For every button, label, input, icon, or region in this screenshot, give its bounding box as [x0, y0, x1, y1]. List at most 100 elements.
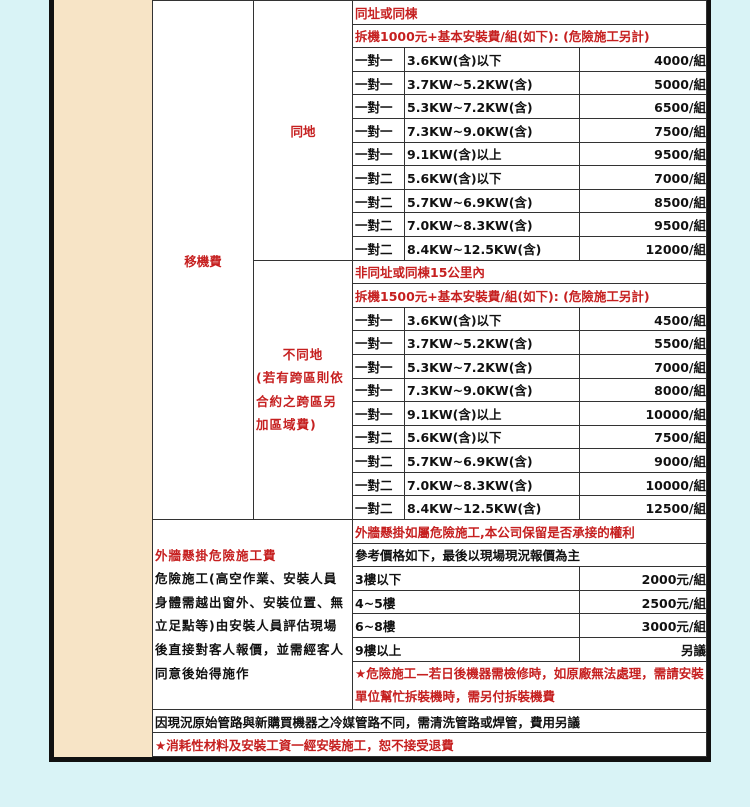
price: 9000/組: [579, 448, 707, 473]
table-row: 一對二 5.6KW(含)以下 7000/組: [153, 165, 707, 190]
wall-title: 外牆懸掛危險施工費: [155, 547, 277, 563]
diff-subheader: 拆機1500元+基本安裝費/組(如下): (危險施工另計): [352, 283, 707, 308]
floor: 3樓以下: [352, 566, 580, 591]
table-row: 一對二 8.4KW~12.5KW(含) 12000/組: [153, 235, 707, 261]
table-row: 一對二 7.0KW~8.3KW(含) 10000/組: [153, 471, 707, 497]
unit-type: 一對二: [352, 212, 405, 237]
refund-note: ★消耗性材料及安裝工資一經安裝施工，恕不接受退費: [152, 732, 707, 757]
diff-location-label: 不同地 (若有跨區則依合約之跨區另加區域費): [253, 259, 353, 521]
pipe-note: 因現況原始管路與新購買機器之冷媒管路不同，需清洗管路或焊管，費用另議: [152, 708, 707, 734]
price: 4500/組: [579, 306, 707, 332]
capacity: 9.1KW(含)以上: [404, 401, 580, 426]
table-row: 一對一 3.6KW(含)以下 4500/組: [153, 306, 707, 332]
unit-type: 一對一: [352, 377, 405, 403]
price: 7000/組: [579, 165, 707, 190]
wall-description: 外牆懸掛危險施工費危險施工(高空作業、安裝人員身體需越出窗外、安裝位置、無立足點…: [152, 519, 353, 710]
side-column: [54, 0, 152, 757]
unit-type: 一對二: [352, 424, 405, 450]
floor: 4~5樓: [352, 589, 580, 615]
wall-subheader: 參考價格如下，最後以現場現況報價為主: [352, 542, 707, 568]
capacity: 5.6KW(含)以下: [404, 424, 580, 450]
table-row: 一對二 8.4KW~12.5KW(含) 12500/組: [153, 495, 707, 521]
floor: 6~8樓: [352, 613, 580, 639]
capacity: 5.7KW~6.9KW(含): [404, 188, 580, 214]
capacity: 5.3KW~7.2KW(含): [404, 353, 580, 379]
unit-type: 一對一: [352, 94, 405, 119]
unit-type: 一對一: [352, 401, 405, 426]
capacity: 7.3KW~9.0KW(含): [404, 117, 580, 143]
capacity: 3.6KW(含)以下: [404, 47, 580, 72]
unit-type: 一對一: [352, 330, 405, 355]
price: 2500元/組: [579, 589, 707, 615]
capacity: 3.7KW~5.2KW(含): [404, 70, 580, 96]
price: 9500/組: [579, 212, 707, 237]
capacity: 7.0KW~8.3KW(含): [404, 471, 580, 497]
capacity: 7.3KW~9.0KW(含): [404, 377, 580, 403]
price: 4000/組: [579, 47, 707, 72]
price: 10000/組: [579, 471, 707, 497]
unit-type: 一對一: [352, 70, 405, 96]
unit-type: 一對二: [352, 448, 405, 473]
capacity: 5.7KW~6.9KW(含): [404, 448, 580, 473]
capacity: 3.7KW~5.2KW(含): [404, 330, 580, 355]
price: 12000/組: [579, 235, 707, 261]
wall-warning: ★危險施工—若日後機器需檢修時，如原廠無法處理，需請安裝單位幫忙拆裝機時，需另付…: [352, 660, 707, 710]
capacity: 7.0KW~8.3KW(含): [404, 212, 580, 237]
same-header: 同址或同棟: [352, 0, 707, 25]
capacity: 5.3KW~7.2KW(含): [404, 94, 580, 119]
table-row: 一對二 7.0KW~8.3KW(含) 9500/組: [153, 212, 707, 237]
unit-type: 一對一: [352, 47, 405, 72]
table-row: 一對一 5.3KW~7.2KW(含) 6500/組: [153, 94, 707, 119]
unit-type: 一對二: [352, 165, 405, 190]
price: 7500/組: [579, 424, 707, 450]
unit-type: 一對一: [352, 117, 405, 143]
capacity: 8.4KW~12.5KW(含): [404, 495, 580, 521]
capacity: 5.6KW(含)以下: [404, 165, 580, 190]
table-row: 一對一 9.1KW(含)以上 10000/組: [153, 401, 707, 426]
price: 3000元/組: [579, 613, 707, 639]
table-row: 一對一 5.3KW~7.2KW(含) 7000/組: [153, 353, 707, 379]
price: 8500/組: [579, 188, 707, 214]
price: 5500/組: [579, 330, 707, 355]
table-row: 一對一 9.1KW(含)以上 9500/組: [153, 141, 707, 167]
diff-note: (若有跨區則依合約之跨區另加區域費): [256, 370, 344, 433]
table-row: 一對二 5.7KW~6.9KW(含) 9000/組: [153, 448, 707, 473]
table-row: 一對一 7.3KW~9.0KW(含) 8000/組: [153, 377, 707, 403]
unit-type: 一對二: [352, 188, 405, 214]
price-table: 移機費 同地 同址或同棟 拆機1000元+基本安裝費/組(如下): (危險施工另計…: [152, 0, 707, 757]
floor: 9樓以上: [352, 637, 580, 662]
price: 9500/組: [579, 141, 707, 167]
table-row: 一對二 5.7KW~6.9KW(含) 8500/組: [153, 188, 707, 214]
table-row: 一對一 3.6KW(含)以下 4000/組: [153, 47, 707, 72]
wall-desc: 危險施工(高空作業、安裝人員身體需越出窗外、安裝位置、無立足點等)由安裝人員評估…: [155, 571, 345, 681]
table-row: 一對一 7.3KW~9.0KW(含) 7500/組: [153, 117, 707, 143]
capacity: 8.4KW~12.5KW(含): [404, 235, 580, 261]
move-fee-label: 移機費: [152, 0, 254, 521]
diff-label: 不同地: [282, 346, 324, 362]
unit-type: 一對二: [352, 471, 405, 497]
price: 12500/組: [579, 495, 707, 521]
unit-type: 一對一: [352, 306, 405, 332]
price: 5000/組: [579, 70, 707, 96]
diff-header: 非同址或同棟15公里內: [352, 259, 707, 285]
table-row: 一對二 5.6KW(含)以下 7500/組: [153, 424, 707, 450]
table-row: 3樓以下 2000元/組: [153, 566, 707, 591]
table-row: 一對一 3.7KW~5.2KW(含) 5000/組: [153, 70, 707, 96]
unit-type: 一對二: [352, 495, 405, 521]
price: 10000/組: [579, 401, 707, 426]
same-location-label: 同地: [253, 0, 353, 261]
table-row: 9樓以上 另議: [153, 637, 707, 662]
unit-type: 一對二: [352, 235, 405, 261]
price: 2000元/組: [579, 566, 707, 591]
table-row: 一對一 3.7KW~5.2KW(含) 5500/組: [153, 330, 707, 355]
wall-header: 外牆懸掛如屬危險施工,本公司保留是否承接的權利: [352, 519, 707, 544]
price: 8000/組: [579, 377, 707, 403]
price: 7500/組: [579, 117, 707, 143]
price: 7000/組: [579, 353, 707, 379]
capacity: 9.1KW(含)以上: [404, 141, 580, 167]
unit-type: 一對一: [352, 353, 405, 379]
unit-type: 一對一: [352, 141, 405, 167]
price: 6500/組: [579, 94, 707, 119]
capacity: 3.6KW(含)以下: [404, 306, 580, 332]
same-subheader: 拆機1000元+基本安裝費/組(如下): (危險施工另計): [352, 23, 707, 49]
